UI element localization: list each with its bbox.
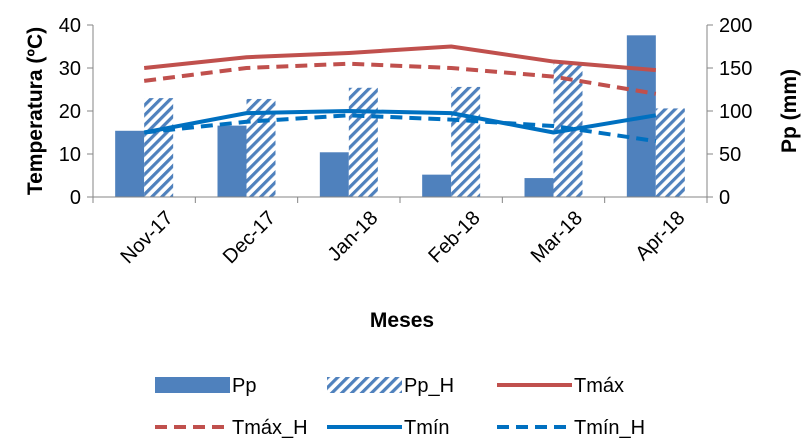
x-axis-title: Meses — [370, 309, 434, 332]
bar-pp-h-3 — [451, 86, 481, 197]
x-tick-label: Nov-17 — [117, 207, 178, 268]
y2-tick-label: 50 — [719, 144, 741, 166]
legend-label-pp-h: Pp_H — [404, 375, 454, 397]
plot-area: 0 10 20 30 40 0 50 100 150 200 Nov-17 Dec-17 Jan-18 F… — [59, 15, 753, 268]
x-tick-label: Apr-18 — [631, 207, 689, 265]
bar-pp-h-0 — [144, 98, 174, 197]
legend-label-tm-n-h: Tmín_H — [574, 417, 645, 439]
y-axis-title: Temperatura (ºC) — [24, 27, 47, 195]
legend: Pp Pp_H Tmáx Tmáx_H Tmín Tmín_H — [155, 375, 645, 439]
x-tick-label: Dec-17 — [219, 207, 280, 268]
legend-label-tm-n: Tmín — [404, 417, 450, 439]
line-tm-x — [143, 44, 657, 73]
legend-swatch-pp — [155, 377, 230, 393]
legend-label-tm-x: Tmáx — [574, 375, 624, 397]
y-tick-label: 30 — [59, 58, 81, 80]
y2-tick-label: 100 — [719, 101, 752, 123]
legend-label-tm-x-h: Tmáx_H — [232, 417, 308, 439]
bar-pp-2 — [319, 152, 349, 197]
x-tick-label: Feb-18 — [424, 207, 484, 267]
bar-pp-0 — [115, 130, 145, 197]
y2-tick-label: 200 — [719, 15, 752, 37]
bar-pp-1 — [217, 125, 247, 197]
x-tick-label: Jan-18 — [324, 207, 383, 266]
bar-pp-4 — [524, 178, 554, 197]
legend-label-pp: Pp — [232, 375, 256, 397]
line-tm-x-h — [143, 61, 657, 96]
x-tick-label: Mar-18 — [527, 207, 587, 267]
bar-pp-h-2 — [348, 87, 378, 197]
y-tick-label: 0 — [70, 187, 81, 209]
bar-pp-3 — [422, 174, 452, 197]
y2-tick-label: 0 — [719, 187, 730, 209]
y-tick-label: 20 — [59, 101, 81, 123]
y-tick-label: 10 — [59, 144, 81, 166]
line-tm-n-h — [143, 113, 657, 144]
bar-pp-h-1 — [246, 98, 276, 197]
bar-pp-h-5 — [655, 108, 685, 197]
y-tick-label: 40 — [59, 15, 81, 37]
y2-tick-label: 150 — [719, 58, 752, 80]
y2-axis-title: Pp (mm) — [778, 69, 801, 153]
legend-swatch-pp-h — [327, 377, 402, 393]
